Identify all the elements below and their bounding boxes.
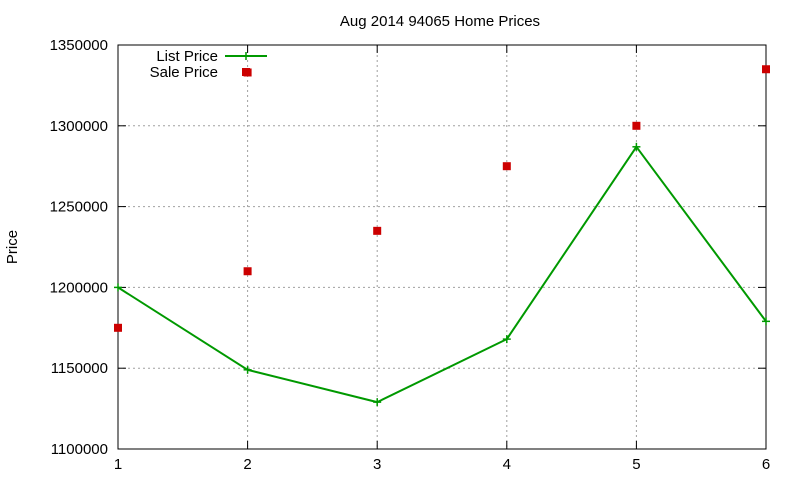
- sale-price-point: [632, 121, 641, 130]
- x-tick-label: 6: [762, 456, 770, 473]
- sale-price-point: [373, 226, 382, 235]
- list-price-point: [373, 398, 382, 407]
- x-tick-label: 4: [503, 456, 511, 473]
- chart-title: Aug 2014 94065 Home Prices: [340, 13, 540, 30]
- list-price-point: [114, 283, 122, 292]
- x-tick-label: 5: [632, 456, 640, 473]
- sale-price-point: [762, 65, 770, 74]
- y-tick-label: 1350000: [50, 37, 108, 54]
- tick-layer: 1100000 1150000 1200000 1250000 1300000 13500…: [50, 37, 771, 473]
- x-tick-label: 1: [114, 456, 122, 473]
- sale-price-point: [243, 267, 252, 276]
- y-axis-label: Price: [4, 230, 21, 264]
- y-tick-label: 1250000: [50, 199, 108, 216]
- legend-label-sale-price: Sale Price: [150, 64, 218, 81]
- series-layer: [114, 65, 770, 407]
- list-price-point: [243, 365, 252, 374]
- legend-marker-sale-price: [242, 68, 250, 76]
- sale-price-point: [502, 162, 511, 171]
- y-tick-label: 1100000: [51, 441, 108, 458]
- list-price-line: [117, 145, 767, 404]
- y-tick-label: 1150000: [51, 360, 108, 377]
- y-tick-label: 1300000: [50, 118, 108, 135]
- plot-frame: [117, 44, 767, 450]
- list-price-point: [502, 335, 511, 344]
- x-tick-label: 3: [373, 456, 381, 473]
- list-price-point: [762, 317, 770, 326]
- grid-layer: [118, 45, 766, 449]
- x-tick-label: 2: [243, 456, 251, 473]
- sale-price-point: [114, 323, 122, 332]
- legend-label-list-price: List Price: [156, 48, 218, 65]
- list-price-point: [632, 142, 641, 151]
- legend-marker-list-price: [242, 52, 250, 60]
- y-tick-label: 1200000: [50, 279, 108, 296]
